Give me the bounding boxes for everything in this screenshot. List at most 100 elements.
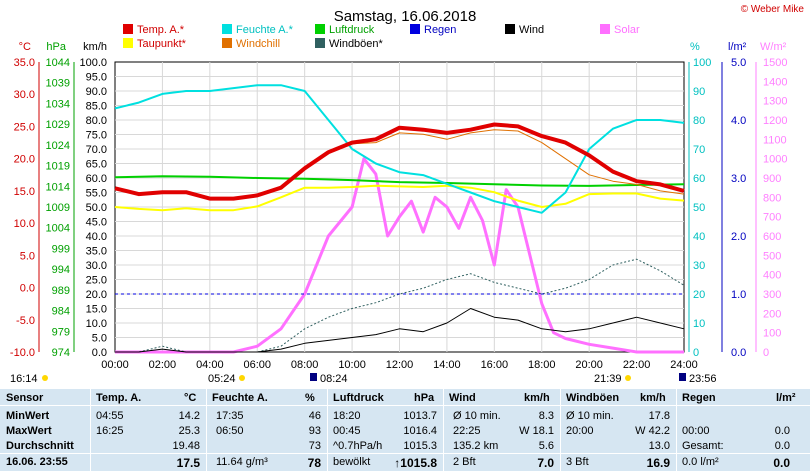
solar-tick-label: 1400 xyxy=(763,76,787,88)
x-tick-label: 00:00 xyxy=(101,359,129,371)
solar-tick-label: 700 xyxy=(763,212,781,224)
humidity-tick-label: 50 xyxy=(693,202,705,214)
table-cell: 7.0 xyxy=(537,456,554,470)
temp-tick-label: 10.0 xyxy=(14,218,35,230)
x-tick-label: 06:00 xyxy=(243,359,271,371)
rain-axis-label: l/m² xyxy=(728,41,747,53)
humidity-tick-label: 0 xyxy=(693,347,699,359)
x-tick-label: 02:00 xyxy=(149,359,177,371)
series-line-tempa xyxy=(114,122,685,201)
table-cell: Ø 10 min. xyxy=(566,410,614,422)
table-cell: 73 xyxy=(308,440,321,452)
solar-tick-label: 500 xyxy=(763,250,781,262)
table-cell: 0.0 xyxy=(774,425,790,437)
chart-title: Samstag, 16.06.2018 xyxy=(334,8,477,25)
twilight-start-icon xyxy=(310,373,317,381)
humidity-tick-label: 30 xyxy=(693,260,705,272)
table-cell: bewölkt xyxy=(333,456,371,468)
table-cell: 1013.7 xyxy=(403,410,437,422)
temp-tick-label: 30.0 xyxy=(14,89,35,101)
legend-label: Windböen* xyxy=(329,38,384,50)
header-pressure-unit: hPa xyxy=(414,392,435,404)
legend-swatch xyxy=(315,38,325,48)
humidity-axis-label: % xyxy=(690,41,700,53)
sunrise-icon xyxy=(239,375,245,381)
wind-tick-label: 60.0 xyxy=(86,173,107,185)
legend-swatch xyxy=(315,24,325,34)
wind-tick-label: 5.0 xyxy=(92,333,107,345)
series-line-feuchtea xyxy=(114,84,685,214)
wind-tick-label: 15.0 xyxy=(86,304,107,316)
twilight-end-icon xyxy=(679,373,686,381)
pressure-tick-label: 1029 xyxy=(46,119,70,131)
table-cell: ^0.7hPa/h xyxy=(333,440,383,452)
pressure-tick-label: 1034 xyxy=(46,98,70,110)
header-temp: Temp. A. xyxy=(96,392,142,404)
wind-tick-label: 90.0 xyxy=(86,86,107,98)
solar-tick-label: 300 xyxy=(763,289,781,301)
table-cell: W 42.2 xyxy=(635,425,670,437)
table-cell: 5.6 xyxy=(538,440,554,452)
pressure-tick-label: 979 xyxy=(52,326,70,338)
temp-tick-label: 25.0 xyxy=(14,121,35,133)
wind-tick-label: 30.0 xyxy=(86,260,107,272)
header-wind-unit: km/h xyxy=(524,392,550,404)
x-tick-label: 18:00 xyxy=(528,359,556,371)
legend-label: Regen xyxy=(424,24,456,36)
table-cell: 20:00 xyxy=(566,425,594,437)
wind-tick-label: 70.0 xyxy=(86,144,107,156)
table-cell: 93 xyxy=(308,425,321,437)
pressure-tick-label: 999 xyxy=(52,243,70,255)
solar-tick-label: 900 xyxy=(763,173,781,185)
table-cell: 0.0 xyxy=(774,440,790,452)
header-sensor: Sensor xyxy=(6,392,44,404)
table-cell: 19.48 xyxy=(172,440,200,452)
table-cell: 11.64 g/m³ xyxy=(216,456,268,468)
humidity-tick-label: 10 xyxy=(693,318,705,330)
x-tick-label: 24:00 xyxy=(670,359,698,371)
table-cell: 04:55 xyxy=(96,410,124,422)
sun-icon-left xyxy=(42,375,48,381)
table-cell: W 18.1 xyxy=(519,425,554,437)
table-cell: 06:50 xyxy=(216,425,244,437)
table-cell: 25.3 xyxy=(178,425,200,437)
solar-tick-label: 800 xyxy=(763,192,781,204)
legend-swatch xyxy=(222,24,232,34)
solar-tick-label: 0 xyxy=(763,347,769,359)
table-cell: 46 xyxy=(308,410,321,422)
table-cell: ↑1015.8 xyxy=(394,456,437,470)
wind-tick-label: 35.0 xyxy=(86,246,107,258)
table-cell: 135.2 km xyxy=(453,440,499,452)
temp-tick-label: 35.0 xyxy=(14,57,35,69)
table-cell: 13.0 xyxy=(648,440,670,452)
humidity-tick-label: 20 xyxy=(693,289,705,301)
row-label: MaxWert xyxy=(6,425,52,437)
header-humidity-unit: % xyxy=(305,392,315,404)
stats-table: Sensor Temp. A. °C Feuchte A. % Luftdruc… xyxy=(0,389,810,471)
table-cell: 14.2 xyxy=(178,410,200,422)
wind-tick-label: 95.0 xyxy=(86,72,107,84)
temp-axis-label: °C xyxy=(19,41,31,53)
temp-tick-label: 15.0 xyxy=(14,186,35,198)
legend-swatch xyxy=(410,24,420,34)
legend-swatch xyxy=(123,38,133,48)
table-cell: Gesamt: xyxy=(682,440,724,452)
temp-tick-label: -10.0 xyxy=(10,347,35,359)
solar-tick-label: 200 xyxy=(763,308,781,320)
solar-tick-label: 1100 xyxy=(763,134,787,146)
x-tick-label: 22:00 xyxy=(623,359,651,371)
row-label: Durchschnitt xyxy=(6,440,74,452)
table-cell: 17.5 xyxy=(176,456,200,470)
wind-tick-label: 0.0 xyxy=(92,347,107,359)
table-cell: 16.9 xyxy=(646,456,670,470)
humidity-tick-label: 100 xyxy=(693,57,711,69)
table-cell: 1016.4 xyxy=(403,425,437,437)
wind-tick-label: 10.0 xyxy=(86,318,107,330)
x-tick-label: 14:00 xyxy=(433,359,461,371)
annotation-twilight-start: 08:24 xyxy=(320,373,348,385)
pressure-tick-label: 989 xyxy=(52,285,70,297)
table-cell: 0.0 l/m² xyxy=(682,456,719,468)
wind-tick-label: 80.0 xyxy=(86,115,107,127)
humidity-tick-label: 40 xyxy=(693,231,705,243)
table-cell: 78 xyxy=(307,456,321,470)
